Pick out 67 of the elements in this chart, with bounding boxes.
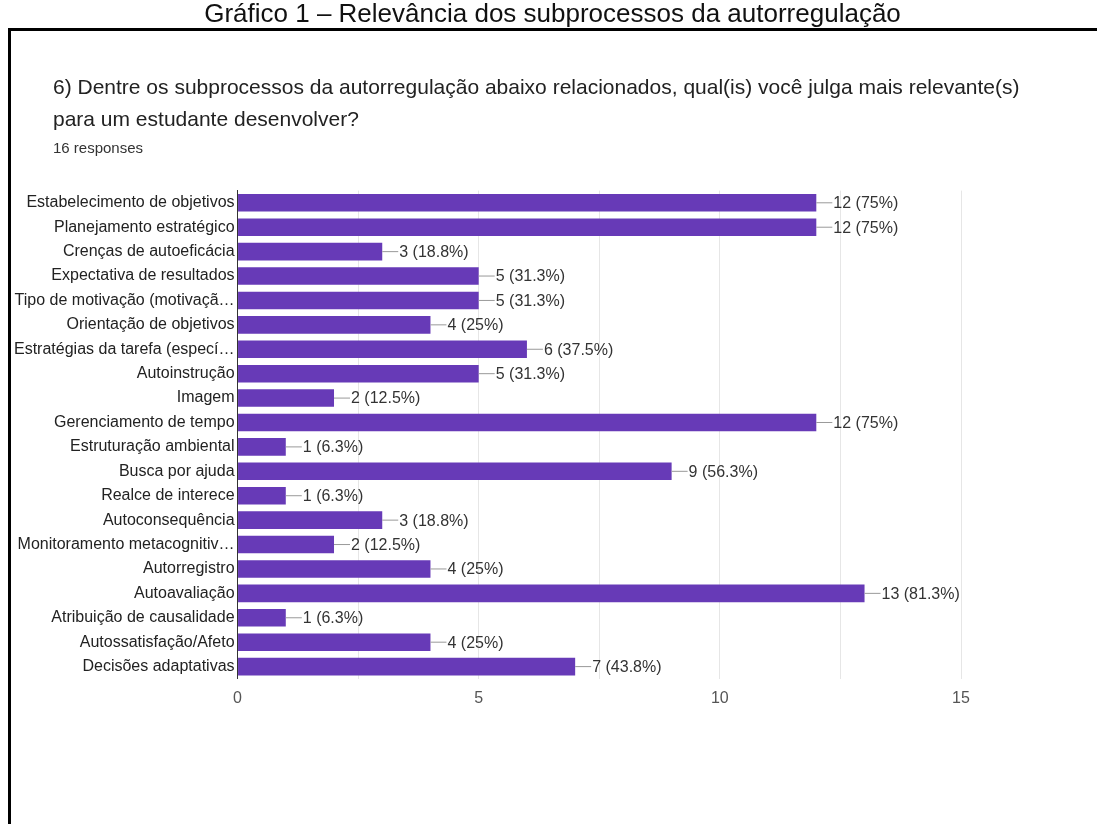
y-tick-label: Decisões adaptativas [82, 657, 235, 674]
y-tick-label: Autoinstrução [136, 364, 235, 382]
y-tick-label: Estratégias da tarefa (especí… [13, 339, 235, 357]
bar [238, 633, 431, 651]
y-tick-label: Autorregistro [142, 559, 235, 577]
y-tick-label: Realce de interece [101, 486, 235, 504]
bar [238, 657, 576, 676]
data-label: 4 (25%) [447, 633, 504, 651]
y-tick-label: Busca por ajuda [118, 461, 235, 479]
data-label: 5 (31.3%) [495, 365, 566, 383]
x-tick-label: 15 [952, 688, 970, 706]
data-label: 9 (56.3%) [688, 462, 758, 480]
x-tick-label: 5 [474, 688, 484, 706]
bar [238, 438, 286, 456]
y-tick-label: Expectativa de resultados [51, 266, 235, 284]
y-tick-label: Atribuição de causalidade [51, 608, 235, 626]
data-label: 12 (75%) [833, 218, 899, 236]
y-tick-label: Gerenciamento de tempo [54, 412, 235, 430]
bar [238, 291, 479, 310]
bar [238, 194, 817, 212]
bar [238, 511, 383, 529]
data-label: 13 (81.3%) [881, 584, 960, 602]
data-label: 3 (18.8%) [399, 511, 469, 529]
x-tick-label: 10 [710, 688, 729, 706]
y-tick-label: Autoavaliação [134, 583, 235, 601]
bar [238, 242, 383, 261]
data-label: 2 (12.5%) [351, 535, 421, 553]
bar [238, 389, 335, 407]
bar [238, 267, 479, 285]
bar [238, 340, 527, 359]
data-label: 2 (12.5%) [351, 389, 421, 407]
bar [238, 413, 817, 432]
data-label: 1 (6.3%) [302, 487, 364, 505]
data-label: 1 (6.3%) [302, 609, 364, 627]
data-label: 12 (75%) [833, 194, 899, 212]
bar [238, 486, 286, 505]
y-tick-label: Imagem [176, 388, 235, 406]
bar [238, 316, 431, 334]
data-label: 5 (31.3%) [495, 267, 566, 285]
data-label: 7 (43.8%) [592, 658, 662, 675]
data-label: 12 (75%) [833, 413, 899, 431]
x-tick-label: 0 [233, 688, 243, 706]
y-tick-label: Estruturação ambiental [70, 437, 235, 455]
bar [238, 462, 672, 481]
y-tick-label: Autossatisfação/Afeto [79, 632, 235, 650]
data-label: 3 (18.8%) [399, 243, 469, 261]
data-label: 5 (31.3%) [495, 291, 566, 309]
bar [238, 364, 479, 383]
y-tick-label: Crenças de autoeficácia [62, 242, 235, 260]
data-label: 1 (6.3%) [302, 438, 364, 456]
y-tick-label: Estabelecimento de objetivos [26, 193, 235, 211]
y-tick-label: Orientação de objetivos [66, 315, 235, 333]
bar [238, 584, 865, 603]
data-label: 4 (25%) [447, 316, 504, 334]
bar [238, 535, 335, 554]
data-label: 6 (37.5%) [543, 340, 614, 358]
bar [238, 218, 817, 236]
chart-subtitle: 6) Dentre os subprocessos da autorregulação abaixo relacionados, qual(is) você julga mais relevante(s) para um estudante desenvolver? [53, 74, 1021, 132]
data-label: 4 (25%) [447, 560, 504, 578]
y-tick-label: Autoconsequência [102, 510, 235, 528]
text: 16 responses [53, 139, 145, 156]
y-tick-label: Monitoramento metacognitiv… [17, 534, 235, 552]
bar [238, 560, 431, 578]
bar [238, 608, 286, 627]
y-tick-label: Planejamento estratégico [53, 217, 235, 235]
y-tick-label: Tipo de motivação (motivaçã… [14, 290, 235, 308]
chart-title: Gráfico 1 – Relevância dos subprocessos da autorregulação [203, 0, 902, 28]
